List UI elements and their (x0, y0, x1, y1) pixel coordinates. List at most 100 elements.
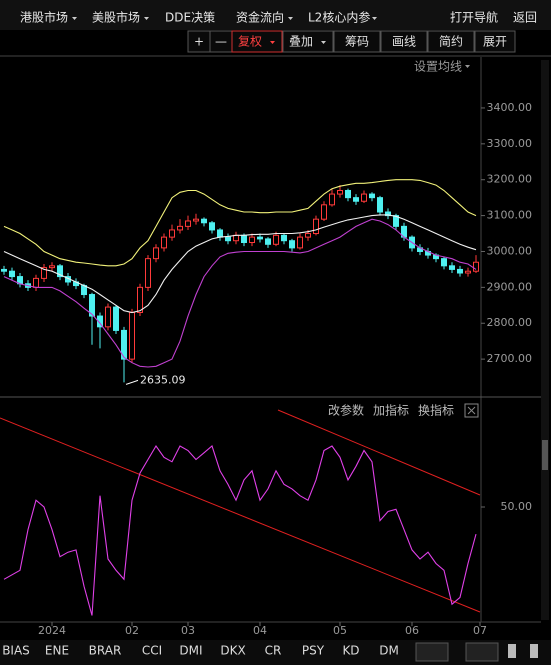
trend-line (0, 417, 481, 613)
candle-body (273, 234, 279, 245)
candle-body (289, 240, 295, 249)
tab[interactable]: DKX (220, 644, 245, 658)
y-tick-label: 3400.00 (487, 101, 533, 114)
button-label[interactable]: 叠加 (289, 35, 313, 49)
indicator-actions: 改参数 加指标 换指标 (328, 403, 454, 418)
button[interactable] (380, 30, 428, 53)
candle-body (225, 236, 231, 242)
button-label[interactable]: 筹码 (345, 35, 369, 49)
candle-body (33, 277, 39, 288)
candle-body (321, 204, 327, 220)
x-tick-label: 02 (125, 624, 139, 637)
candle-body (369, 193, 375, 199)
candle-body (209, 222, 215, 231)
line (3, 214, 477, 314)
candle-body (345, 189, 351, 199)
back-button[interactable]: 返回 (513, 11, 537, 25)
y-tick-label: 3000.00 (487, 244, 533, 257)
menu-item[interactable]: 港股市场 (20, 10, 68, 25)
close-button[interactable] (464, 403, 479, 418)
y-tick-label: 3300.00 (487, 137, 533, 150)
button-label[interactable]: 简约 (439, 34, 463, 49)
scrollbar[interactable] (541, 60, 549, 620)
tab[interactable]: PSY (302, 644, 325, 658)
candle-body (457, 268, 463, 274)
caret (72, 17, 77, 20)
x-tick-label: 07 (473, 624, 487, 637)
tab-icon[interactable] (415, 642, 449, 662)
close-icon (467, 406, 476, 415)
line (3, 179, 477, 267)
menus: 港股市场 美股市场 DDE决策 资金流向 L2核心内参 (20, 10, 377, 25)
candle-body (233, 234, 239, 242)
candle-body (153, 247, 159, 260)
caret (288, 17, 293, 20)
tab-bar (0, 640, 551, 665)
candle-body (449, 265, 455, 270)
tab-icon[interactable] (465, 642, 499, 662)
candle-body (137, 286, 143, 313)
tab[interactable]: DMI (179, 644, 202, 658)
line (3, 218, 477, 368)
candle-body (177, 225, 183, 231)
button-label[interactable]: 复权 (238, 35, 262, 49)
candle-body (249, 236, 255, 244)
tab[interactable]: BRAR (89, 644, 122, 658)
tab[interactable]: ENE (45, 644, 69, 658)
candle-body (41, 267, 47, 279)
caret (144, 17, 149, 20)
caret (372, 17, 377, 20)
candle-body (121, 329, 127, 360)
candle-body (49, 265, 55, 269)
button-label[interactable]: + (194, 35, 204, 49)
candle-body (161, 236, 167, 249)
ma-setting[interactable]: 设置均线 (414, 60, 462, 74)
candle-body (257, 236, 263, 240)
scroll-arrows[interactable] (508, 644, 538, 658)
scroll-thumb[interactable] (542, 440, 548, 470)
candle-body (313, 218, 319, 235)
button[interactable] (474, 30, 516, 53)
menu-item[interactable]: 美股市场 (92, 10, 140, 25)
tab[interactable]: CR (265, 644, 282, 658)
candle-body (113, 306, 119, 331)
button[interactable] (333, 30, 381, 53)
tab[interactable]: BIAS (2, 644, 30, 658)
button-label[interactable]: 画线 (392, 35, 416, 49)
candle-body (89, 294, 95, 317)
tab[interactable]: CCI (142, 644, 162, 658)
indicator-action[interactable]: 加指标 (373, 403, 409, 418)
trend-line (277, 409, 481, 496)
candle-body (329, 193, 335, 206)
button[interactable] (427, 30, 475, 53)
caret (321, 41, 326, 44)
menu-item[interactable]: DDE决策 (165, 11, 215, 25)
nav-button[interactable]: 打开导航 (450, 10, 498, 25)
tab[interactable]: KD (342, 644, 359, 658)
button[interactable] (231, 30, 283, 53)
x-tick-label: 04 (253, 624, 267, 637)
annotation-arrow (125, 379, 139, 385)
candle-body (129, 311, 135, 360)
candle-body (217, 229, 223, 238)
button-label[interactable]: — (215, 35, 227, 49)
candle-body (361, 193, 367, 202)
tabs: BIAS ENE BRAR CCI DMI DKX CR PSY KD DM (2, 644, 399, 658)
indicator-action[interactable]: 换指标 (418, 403, 454, 418)
menu-item[interactable]: 资金流向 (236, 10, 284, 25)
candle-body (281, 234, 287, 242)
candle-body (97, 315, 103, 328)
menu-item[interactable]: L2核心内参 (308, 10, 370, 25)
indicator-action[interactable]: 改参数 (328, 403, 364, 418)
button-label[interactable]: 展开 (483, 35, 507, 49)
candle-body (393, 215, 399, 227)
candle-body (145, 258, 151, 288)
x-tick-label: 06 (405, 624, 419, 637)
candle-body (337, 189, 343, 195)
y-tick-label: 50.00 (501, 500, 533, 513)
candle-body (385, 211, 391, 217)
button[interactable] (282, 30, 334, 53)
tab[interactable]: DM (379, 644, 399, 658)
